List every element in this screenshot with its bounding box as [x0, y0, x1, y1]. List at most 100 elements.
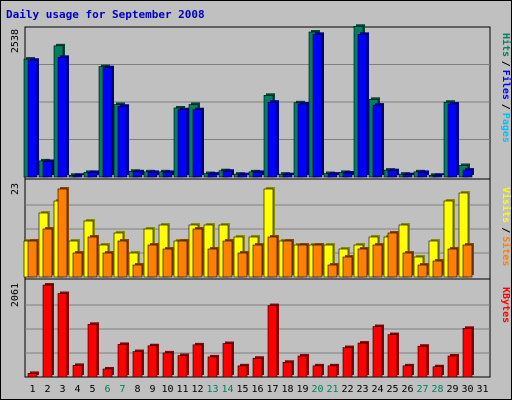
bar-kbytes-6	[102, 368, 113, 378]
bar-kbytes-4	[72, 365, 83, 378]
bar-sites-26	[402, 252, 413, 278]
bar-kbytes-17	[267, 305, 278, 378]
bar-sites-20	[312, 244, 323, 278]
bar-kbytes-1	[27, 373, 38, 378]
x-tick-7: 7	[119, 384, 125, 395]
bar-files-1	[27, 59, 38, 178]
bar-files-13	[207, 173, 218, 178]
legend-separator: /	[500, 104, 511, 110]
bar-files-18	[282, 174, 293, 178]
x-tick-5: 5	[89, 384, 95, 395]
bar-files-7	[117, 105, 128, 178]
bar-kbytes-9	[147, 345, 158, 378]
bar-shadow	[240, 172, 249, 175]
bar-files-22	[342, 172, 353, 178]
bar-shadow	[75, 173, 84, 175]
y-max-label: 2061	[10, 283, 21, 307]
legend-sites: Sites	[500, 236, 512, 266]
x-tick-14: 14	[221, 384, 233, 395]
bar-kbytes-25	[387, 334, 398, 378]
bar-sites-4	[72, 252, 83, 278]
bar-sites-7	[117, 240, 128, 278]
bar-files-10	[162, 172, 173, 178]
x-tick-2: 2	[44, 384, 50, 395]
bar-sites-12	[192, 228, 203, 278]
bar-files-24	[372, 104, 383, 178]
bar-sites-18	[282, 240, 293, 278]
bar-files-8	[132, 171, 143, 178]
x-tick-3: 3	[59, 384, 65, 395]
x-tick-23: 23	[356, 384, 368, 395]
x-tick-27: 27	[416, 384, 428, 395]
bar-kbytes-10	[162, 352, 173, 378]
x-tick-10: 10	[161, 384, 173, 395]
bar-sites-28	[432, 260, 443, 278]
bar-sites-2	[42, 228, 53, 278]
bar-files-29	[447, 103, 458, 178]
bar-files-17	[267, 101, 278, 178]
bar-files-6	[102, 67, 113, 178]
chart-title: Daily usage for September 2008	[6, 8, 205, 21]
bar-sites-21	[327, 264, 338, 278]
x-tick-26: 26	[401, 384, 413, 395]
legend-separator: /	[500, 61, 511, 67]
bar-files-15	[237, 174, 248, 178]
bar-kbytes-22	[342, 347, 353, 378]
x-tick-31: 31	[476, 384, 488, 395]
bar-files-21	[327, 173, 338, 178]
bar-kbytes-7	[117, 344, 128, 378]
x-tick-25: 25	[386, 384, 398, 395]
legend-visits: Visits	[500, 187, 512, 223]
bar-files-4	[72, 174, 83, 178]
bar-sites-25	[387, 232, 398, 278]
bar-kbytes-23	[357, 342, 368, 378]
bar-shadow	[405, 172, 414, 175]
bar-files-12	[192, 109, 203, 178]
bar-files-28	[432, 174, 443, 178]
bar-files-16	[252, 172, 263, 178]
bar-kbytes-26	[402, 365, 413, 378]
bar-sites-10	[162, 248, 173, 278]
x-tick-15: 15	[236, 384, 248, 395]
bar-kbytes-11	[177, 355, 188, 378]
bar-kbytes-13	[207, 356, 218, 378]
bar-kbytes-5	[87, 324, 98, 378]
x-tick-28: 28	[431, 384, 443, 395]
bar-kbytes-28	[432, 366, 443, 378]
bar-kbytes-12	[192, 344, 203, 378]
bar-files-9	[147, 172, 158, 178]
bar-sites-16	[252, 244, 263, 278]
bar-files-25	[387, 170, 398, 178]
bar-sites-15	[237, 252, 248, 278]
bar-kbytes-18	[282, 361, 293, 378]
bar-kbytes-3	[57, 293, 68, 378]
bar-sites-24	[372, 244, 383, 278]
x-tick-1: 1	[29, 384, 35, 395]
bar-sites-6	[102, 252, 113, 278]
bar-kbytes-14	[222, 343, 233, 378]
bar-files-27	[417, 172, 428, 178]
x-tick-11: 11	[176, 384, 188, 395]
bar-kbytes-20	[312, 365, 323, 378]
bar-kbytes-2	[42, 284, 53, 378]
bar-sites-30	[462, 244, 473, 278]
bar-kbytes-30	[462, 328, 473, 378]
x-tick-16: 16	[251, 384, 263, 395]
x-tick-17: 17	[266, 384, 278, 395]
x-tick-4: 4	[74, 384, 80, 395]
bar-sites-9	[147, 244, 158, 278]
legend-separator: /	[500, 227, 511, 233]
bar-files-11	[177, 109, 188, 178]
legend-files: Files	[500, 70, 512, 100]
bar-sites-13	[207, 248, 218, 278]
bar-kbytes-27	[417, 345, 428, 378]
bar-kbytes-24	[372, 326, 383, 378]
bar-files-30	[462, 169, 473, 178]
bar-files-5	[87, 172, 98, 178]
x-tick-8: 8	[134, 384, 140, 395]
x-tick-20: 20	[311, 384, 323, 395]
bar-kbytes-15	[237, 365, 248, 378]
x-tick-6: 6	[104, 384, 110, 395]
